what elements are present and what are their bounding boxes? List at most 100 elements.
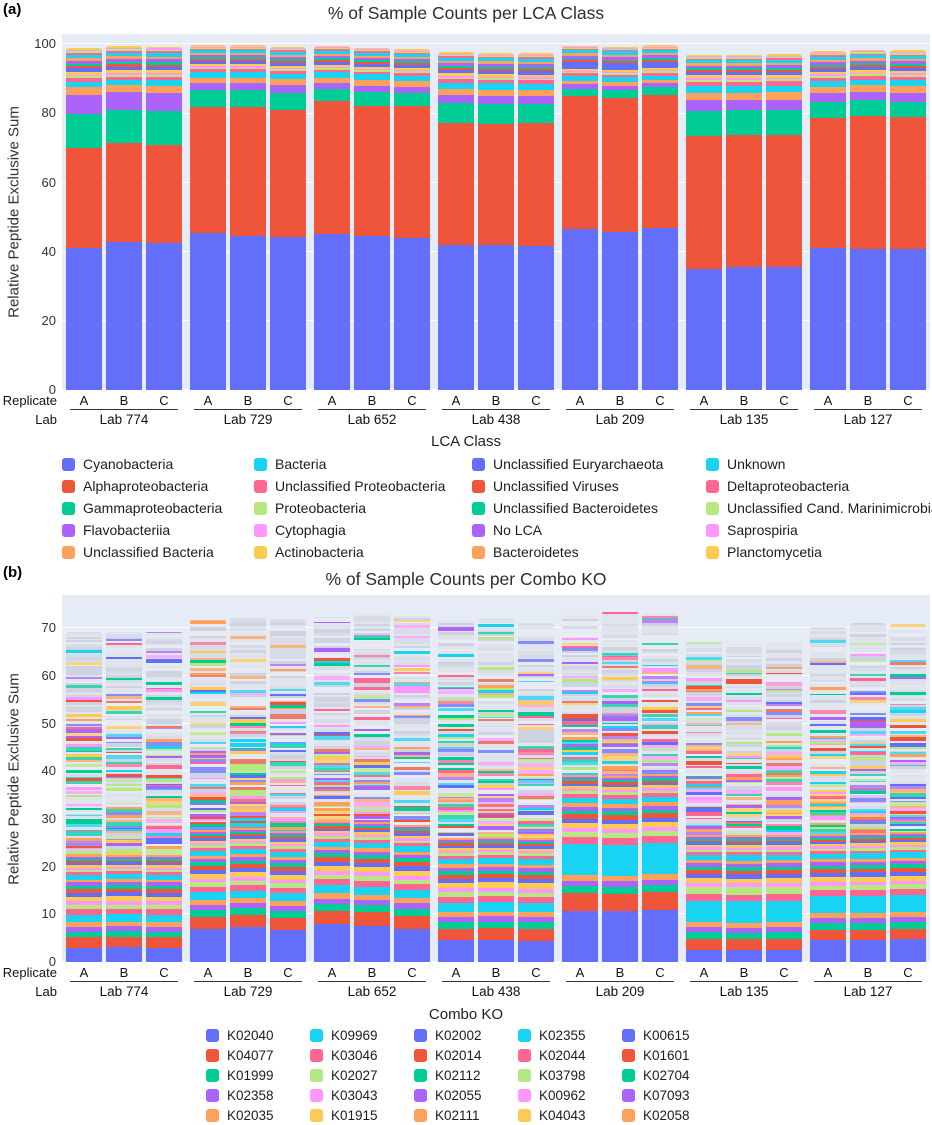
bar-segment-minor	[190, 732, 226, 736]
bar-segment	[850, 70, 886, 73]
bar-segment-minor	[394, 712, 430, 715]
bar-segment-minor	[314, 676, 350, 680]
bar-segment	[810, 913, 846, 919]
bar-segment-minor	[354, 758, 390, 762]
legend-color-swatch	[206, 1048, 219, 1062]
bar-segment	[106, 947, 142, 962]
bar-segment	[314, 853, 350, 858]
bar-segment-minor	[66, 669, 102, 673]
bar-segment-minor	[810, 728, 846, 731]
bar-segment-minor	[686, 722, 722, 725]
bar-segment	[314, 874, 350, 880]
bar-segment	[66, 63, 102, 66]
lab-label: Lab 209	[595, 984, 645, 999]
bar-segment-minor	[518, 627, 554, 630]
bar-segment-minor	[354, 737, 390, 739]
bar-segment	[146, 857, 182, 860]
bar-segment-minor	[766, 708, 802, 713]
bar-segment	[230, 46, 266, 48]
bar-segment-minor	[642, 614, 678, 616]
bar-segment-minor	[230, 622, 266, 626]
bar-segment-minor	[146, 771, 182, 775]
bar-segment	[230, 57, 266, 60]
bar-segment-minor	[810, 803, 846, 807]
bar-segment	[686, 81, 722, 86]
chart-a-legend: Cyanobacteria Alphaproteobacteria Gammapro…	[62, 454, 932, 562]
bar-segment-minor	[890, 696, 926, 698]
bar-segment-minor	[766, 712, 802, 715]
bar-segment-minor	[810, 652, 846, 655]
bar-segment	[478, 66, 514, 69]
bar-segment-minor	[230, 821, 266, 824]
bar-segment	[314, 835, 350, 839]
bar-segment-minor	[478, 725, 514, 728]
bar-segment	[146, 144, 182, 244]
legend-label: K02704	[643, 1067, 690, 1083]
bar-segment-minor	[270, 774, 306, 778]
bar-segment	[230, 48, 266, 51]
bar-segment	[270, 834, 306, 837]
bar-segment-minor	[354, 779, 390, 782]
bar-segment	[354, 51, 390, 53]
bar-segment-minor	[766, 646, 802, 650]
bar-segment	[726, 81, 762, 86]
bar-segment-minor	[562, 696, 598, 699]
bar-segment-minor	[146, 793, 182, 797]
bar-segment-minor	[190, 648, 226, 652]
bar-segment	[850, 841, 886, 844]
bar-segment-minor	[354, 745, 390, 748]
bar-segment-minor	[394, 707, 430, 711]
bar-segment-minor	[518, 709, 554, 713]
chart-a-legend-title: LCA Class	[430, 433, 502, 450]
bar-segment-minor	[66, 699, 102, 703]
bar-segment	[478, 54, 514, 56]
bar-segment	[686, 932, 722, 939]
bar-segment-minor	[314, 632, 350, 637]
bar-segment-minor	[562, 682, 598, 686]
legend-column: Unknown Deltaproteobacteria Unclassified C…	[706, 454, 932, 562]
bar-segment-minor	[726, 728, 762, 730]
bar-segment	[146, 48, 182, 50]
legend-item: K00962	[518, 1086, 622, 1104]
bar-segment-minor	[354, 618, 390, 622]
bar-segment-minor	[394, 668, 430, 671]
bar-segment-minor	[394, 651, 430, 655]
bar-segment	[890, 857, 926, 862]
bar-segment-minor	[230, 786, 266, 791]
bar-segment-minor	[850, 682, 886, 685]
bar-segment	[810, 833, 846, 836]
legend-column: K02002 K02014 K02112 K02055 K02111	[414, 1026, 518, 1124]
bar-segment-minor	[726, 671, 762, 674]
stacked-bar-lab-135-a	[686, 54, 722, 390]
chart-b-lab-row-label: Lab	[35, 984, 57, 999]
bar-segment-minor	[642, 748, 678, 750]
legend-color-swatch	[62, 545, 75, 559]
bar-segment	[518, 871, 554, 876]
legend-color-swatch	[518, 1048, 531, 1062]
bar-segment-minor	[354, 793, 390, 797]
bar-segment-minor	[810, 766, 846, 770]
legend-item: Proteobacteria	[254, 498, 472, 518]
bar-segment-minor	[478, 816, 514, 818]
bar-segment-minor	[890, 796, 926, 799]
legend-label: K02058	[643, 1107, 690, 1123]
bar-segment	[438, 122, 474, 245]
bar-segment-minor	[562, 672, 598, 677]
bar-segment-minor	[66, 692, 102, 695]
bar-segment-minor	[146, 774, 182, 778]
bar-segment-minor	[438, 741, 474, 743]
bar-segment-minor	[642, 756, 678, 760]
bar-segment-minor	[478, 689, 514, 693]
bar-segment-minor	[354, 615, 390, 619]
bar-segment-minor	[66, 676, 102, 680]
bar-segment-minor	[766, 763, 802, 767]
bar-segment	[394, 879, 430, 884]
bar-segment-minor	[890, 661, 926, 665]
bar-segment-minor	[230, 731, 266, 734]
bar-segment-minor	[270, 701, 306, 703]
bar-segment-minor	[438, 669, 474, 672]
bar-segment-minor	[890, 671, 926, 675]
bar-segment-minor	[66, 843, 102, 846]
bar-segment-minor	[394, 665, 430, 667]
